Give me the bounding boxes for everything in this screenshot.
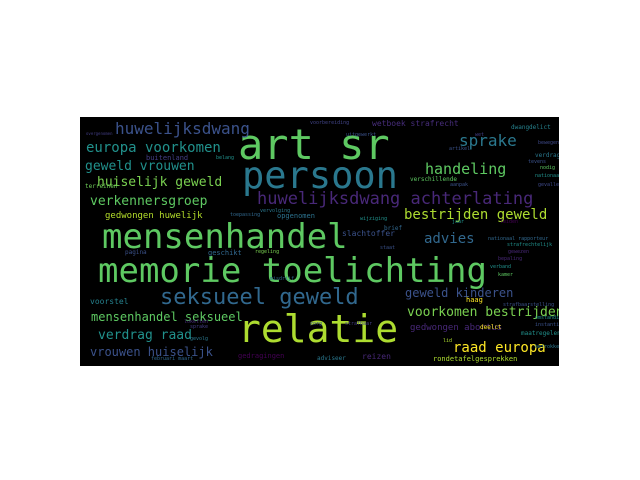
word-nodig: nodig: [540, 165, 556, 171]
word-seksueel-geweld: seksueel geweld: [160, 285, 359, 310]
word-verband: verband: [490, 264, 512, 270]
word-haag: haag: [466, 296, 483, 304]
word-zorg: zorg: [310, 321, 323, 327]
word-mensenhandel: mensenhandel: [102, 217, 348, 257]
word-leiden: leiden: [500, 219, 519, 225]
word-advies: advies: [424, 231, 475, 247]
word-sprake: sprake: [459, 131, 517, 150]
word-sprake-small: sprake: [190, 324, 209, 330]
word-huwelijksdwang: huwelijksdwang: [115, 119, 250, 138]
word-tevens: tevens: [528, 159, 547, 165]
word-wijziging: wijziging: [360, 216, 388, 222]
word-huwelijksdwang-achterlating: huwelijksdwang achterlating: [257, 189, 534, 209]
word-handeling: handeling: [425, 160, 507, 178]
word-verkennersgroep: verkennersgroep: [90, 194, 208, 209]
word-buitenland: buitenland: [146, 154, 189, 162]
word-verdrag-raad: verdrag raad: [98, 328, 192, 343]
word-geweld-kinderen: geweld kinderen: [405, 286, 514, 300]
word-slachtoffer: slachtoffer: [342, 229, 395, 238]
word-vervolging: vervolging: [260, 208, 291, 214]
word-bestrijden-geweld: bestrijden geweld: [404, 207, 548, 223]
word-opgenomen: opgenomen: [277, 212, 315, 220]
word-betrokken: betrokken: [535, 344, 559, 350]
word-geschikt: geschikt: [208, 249, 242, 257]
word-nationaal: nationaal: [535, 173, 559, 179]
word-overgenomen: overgenomen: [86, 131, 113, 136]
word-loketten: loketten: [184, 319, 209, 325]
word-pagina: pagina: [125, 249, 147, 256]
word-relatie: relatie: [238, 307, 399, 351]
word-bewegen: bewegen: [538, 140, 559, 146]
word-strafbaarstelling: strafbaarstelling: [503, 302, 555, 308]
word-maatregelen: maatregelen: [521, 330, 559, 337]
word-gewezen: gewezen: [508, 249, 530, 255]
word-toepassing: toepassing: [230, 212, 261, 218]
word-belang: belang: [216, 155, 235, 161]
word-terreinen: terreinen: [85, 183, 118, 190]
word-misdrijf: misdrijf: [270, 276, 295, 282]
word-artikel: artikel: [449, 146, 471, 152]
word-brief: brief: [384, 225, 403, 232]
word-adviseer: adviseer: [317, 355, 346, 362]
word-rondetafelgesprekken: rondetafelgesprekken: [433, 355, 518, 363]
word-raad-europa: raad europa: [453, 340, 546, 356]
word-dwangdelict: dwangdelict: [511, 124, 551, 131]
word-gevolg: gevolg: [190, 336, 209, 342]
word-persoon: persoon: [242, 154, 398, 197]
word-kamer: kamer: [498, 272, 514, 278]
word-regeling: regeling: [255, 249, 280, 255]
word-jaar: jaar: [452, 219, 465, 225]
word-gedragingen: gedragingen: [238, 352, 285, 360]
word-gedwongen-huwelijk: gedwongen huwelijk: [105, 211, 203, 221]
word-bepaling: bepaling: [498, 256, 523, 262]
word-staat: staat: [380, 245, 396, 251]
word-nationaal-rapporteur: nationaal rapporteur: [488, 236, 549, 242]
word-voorstel: voorstel: [90, 297, 129, 306]
word-lid: lid: [443, 338, 453, 344]
word-art-sr: art sr: [238, 120, 390, 169]
word-cloud: art sr persoon mensenhandel memorie toel…: [80, 117, 559, 366]
word-memorie-toelichting: memorie toelichting: [98, 251, 487, 291]
word-deelct: deelct: [480, 324, 502, 331]
word-verdrag-small: verdrag: [535, 152, 559, 159]
word-mensenhandel-seksueel: mensenhandel seksueel: [91, 310, 243, 324]
word-voorkomen-bestrijden: voorkomen bestrijden: [407, 305, 559, 320]
word-februari-maart: februari maart: [151, 356, 194, 362]
word-uitgewerkt: uitgewerkt: [346, 132, 377, 138]
word-aanpak: aanpak: [450, 182, 469, 188]
word-omstandigheden: omstandigheden: [535, 315, 559, 321]
word-geweld-vrouwen: geweld vrouwen: [85, 159, 195, 174]
word-strafrechtelijk: strafrechtelijk: [507, 242, 553, 248]
word-voorbereiding: voorbereiding: [310, 120, 350, 126]
word-gedwongen-abortus: gedwongen abortus: [410, 323, 503, 333]
word-wetboek-strafrecht: wetboek strafrecht: [372, 119, 459, 128]
word-instanties: instanties: [535, 322, 559, 328]
word-vrouwen-huiselijk: vrouwen huiselijk: [90, 345, 213, 359]
word-huiselijk-geweld: huiselijk geweld: [97, 175, 223, 190]
word-strafbaar: strafbaar: [345, 321, 373, 327]
word-verschillende: verschillende: [410, 176, 457, 183]
word-reizen: reizen: [362, 352, 391, 361]
word-wet: wet: [475, 132, 485, 138]
word-europa-voorkomen: europa voorkomen: [86, 140, 221, 156]
